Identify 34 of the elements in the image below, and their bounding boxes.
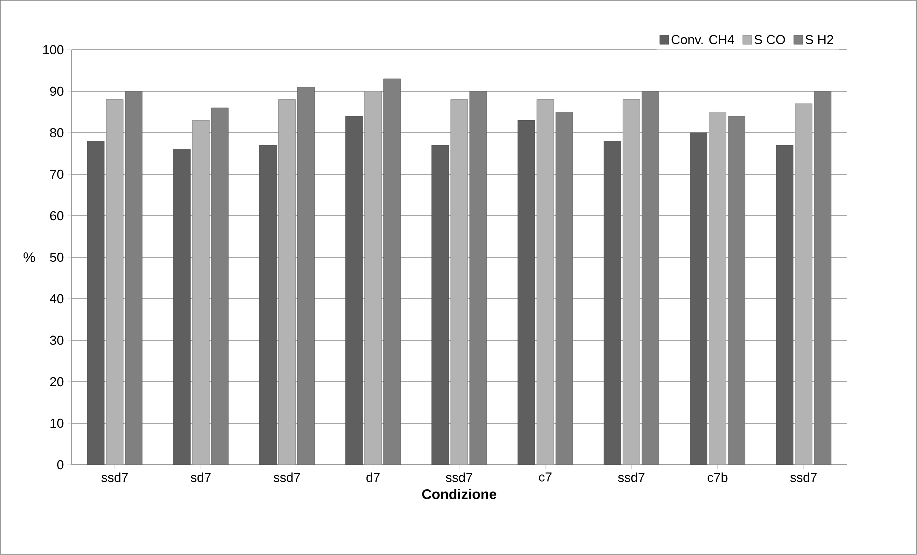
y-tick-label: 0 xyxy=(57,460,64,470)
x-axis-title: Condizione xyxy=(422,489,497,500)
y-tick-label: 70 xyxy=(50,170,64,180)
bar xyxy=(346,116,364,466)
x-tick-label: c7 xyxy=(539,472,552,482)
y-tick-label: 10 xyxy=(50,418,64,428)
x-tick-label: ssd7 xyxy=(274,472,300,482)
legend-label: Conv. CH4 xyxy=(672,35,734,44)
bar xyxy=(260,145,277,466)
y-tick-label: 100 xyxy=(44,45,64,55)
y-tick-label: 40 xyxy=(50,294,64,304)
y-axis-title: % xyxy=(24,252,36,262)
y-tick-label: 60 xyxy=(50,211,64,221)
x-tick-label: sd7 xyxy=(191,472,211,482)
legend-label: S CO xyxy=(754,35,786,44)
bar xyxy=(87,141,105,466)
bar xyxy=(432,145,450,466)
bar xyxy=(518,120,536,466)
y-tick-label: 80 xyxy=(50,128,64,138)
x-tick-label: d7 xyxy=(366,472,380,482)
bar xyxy=(776,145,794,466)
legend-label: S H2 xyxy=(806,35,834,44)
bar xyxy=(173,149,191,466)
x-tick-label: ssd7 xyxy=(618,472,645,482)
y-tick-label: 50 xyxy=(50,252,64,262)
x-tick-label: ssd7 xyxy=(102,472,128,482)
y-tick-label: 20 xyxy=(50,377,64,387)
x-tick-label: c7b xyxy=(708,472,728,482)
bar xyxy=(604,141,622,466)
x-tick-label: ssd7 xyxy=(446,472,472,482)
bar xyxy=(690,132,708,466)
y-tick-label: 90 xyxy=(50,86,64,96)
x-tick-label: ssd7 xyxy=(790,472,817,482)
y-tick-label: 30 xyxy=(50,336,64,346)
